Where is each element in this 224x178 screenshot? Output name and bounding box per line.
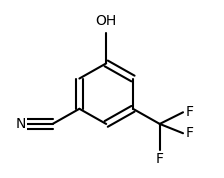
Text: N: N: [15, 117, 26, 131]
Text: F: F: [185, 105, 193, 119]
Text: OH: OH: [96, 14, 117, 28]
Text: F: F: [156, 152, 164, 166]
Text: F: F: [185, 126, 193, 140]
